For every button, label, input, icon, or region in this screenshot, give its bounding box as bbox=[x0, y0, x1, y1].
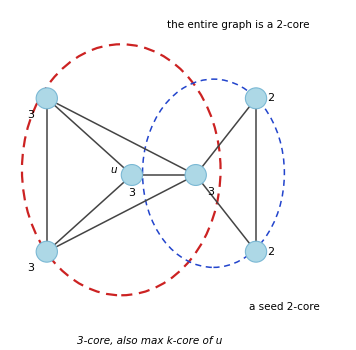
Text: 3: 3 bbox=[207, 187, 214, 197]
Circle shape bbox=[36, 241, 57, 262]
Text: 2: 2 bbox=[267, 247, 274, 257]
Text: a seed 2-core: a seed 2-core bbox=[249, 302, 320, 313]
Text: 3: 3 bbox=[27, 264, 34, 273]
Circle shape bbox=[245, 241, 267, 262]
Circle shape bbox=[36, 88, 57, 109]
Text: 3: 3 bbox=[129, 188, 135, 198]
Text: 3-core, also max k-core of u: 3-core, also max k-core of u bbox=[77, 336, 222, 346]
Circle shape bbox=[245, 88, 267, 109]
Circle shape bbox=[121, 164, 142, 186]
Text: u: u bbox=[111, 165, 117, 175]
Text: 3: 3 bbox=[27, 110, 34, 120]
Text: 2: 2 bbox=[267, 93, 274, 103]
Circle shape bbox=[185, 164, 206, 186]
Text: the entire graph is a 2-core: the entire graph is a 2-core bbox=[167, 20, 309, 30]
